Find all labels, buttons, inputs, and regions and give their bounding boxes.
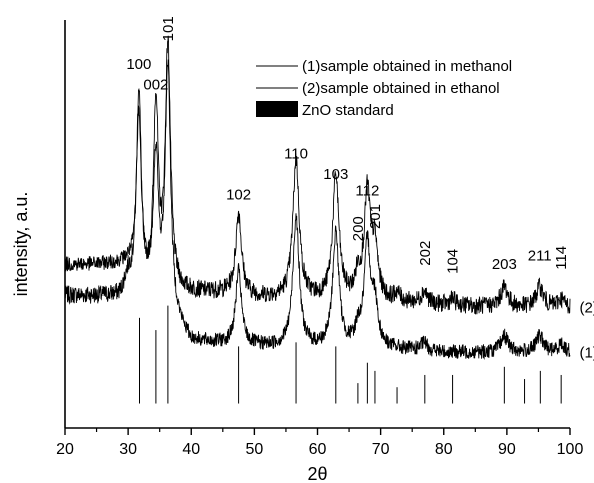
peak-labels: 100 002 101 102 110 103 200 112 201 202 104 203 211 1…	[126, 16, 594, 361]
x-tick-label: 50	[245, 441, 263, 458]
peak-label: 100	[126, 56, 151, 73]
series-tag: (1)	[579, 345, 594, 362]
series-line-1	[64, 35, 571, 315]
legend-label: (1)sample obtained in methanol	[302, 58, 512, 75]
peak-label: 201	[367, 204, 384, 229]
legend-label: (2)sample obtained in ethanol	[302, 80, 500, 97]
peak-label: 102	[226, 187, 251, 204]
peak-label: 200	[350, 216, 367, 241]
y-axis-title: intensity, a.u.	[11, 192, 31, 297]
axes: 20 30 40 50 60 70 80 90 100	[56, 20, 583, 458]
peak-label: 203	[492, 256, 517, 273]
x-tick-label: 30	[119, 441, 137, 458]
x-tick-label: 100	[557, 441, 584, 458]
legend: (1)sample obtained in methanol (2)sample …	[256, 58, 512, 119]
peak-label: 114	[553, 246, 570, 270]
peak-label: 103	[323, 166, 348, 183]
peak-label: 101	[160, 16, 177, 41]
x-tick-label: 40	[182, 441, 200, 458]
series-tag: (2)	[579, 300, 594, 317]
x-tick-label: 20	[56, 441, 74, 458]
legend-label: ZnO standard	[302, 102, 394, 119]
peak-label: 104	[445, 249, 462, 274]
peak-label: 002	[143, 76, 168, 93]
standard-lines	[138, 305, 562, 404]
x-tick-label: 60	[309, 441, 327, 458]
peak-label: 110	[284, 146, 308, 163]
x-tick-label: 90	[498, 441, 516, 458]
series-line-2	[64, 59, 571, 360]
legend-rect-marker	[256, 101, 298, 117]
peak-label: 112	[355, 182, 379, 199]
series-layer	[64, 35, 571, 360]
x-axis-title: 2θ	[307, 464, 327, 483]
peak-label: 202	[417, 241, 434, 266]
x-tick-label: 80	[435, 441, 453, 458]
peak-label: 211	[528, 248, 552, 265]
x-tick-label: 70	[372, 441, 390, 458]
